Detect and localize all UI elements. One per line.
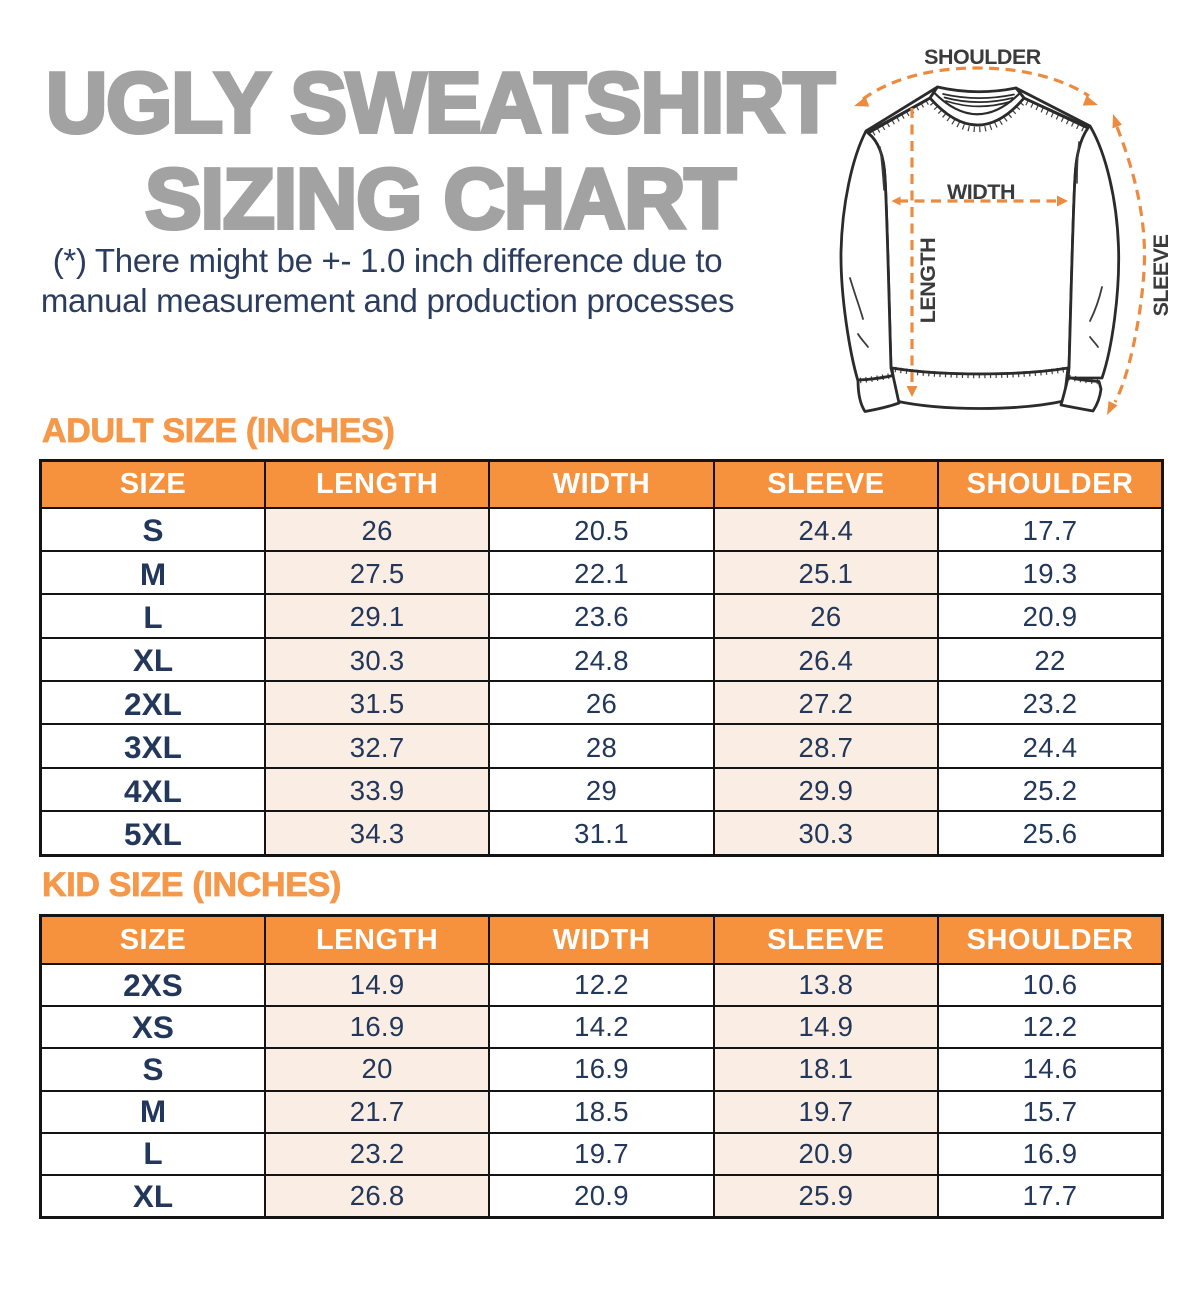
svg-text:LENGTH: LENGTH [916,238,940,323]
svg-text:SHOULDER: SHOULDER [924,45,1042,69]
svg-text:WIDTH: WIDTH [947,180,1015,204]
svg-text:SLEEVE: SLEEVE [1149,234,1173,316]
